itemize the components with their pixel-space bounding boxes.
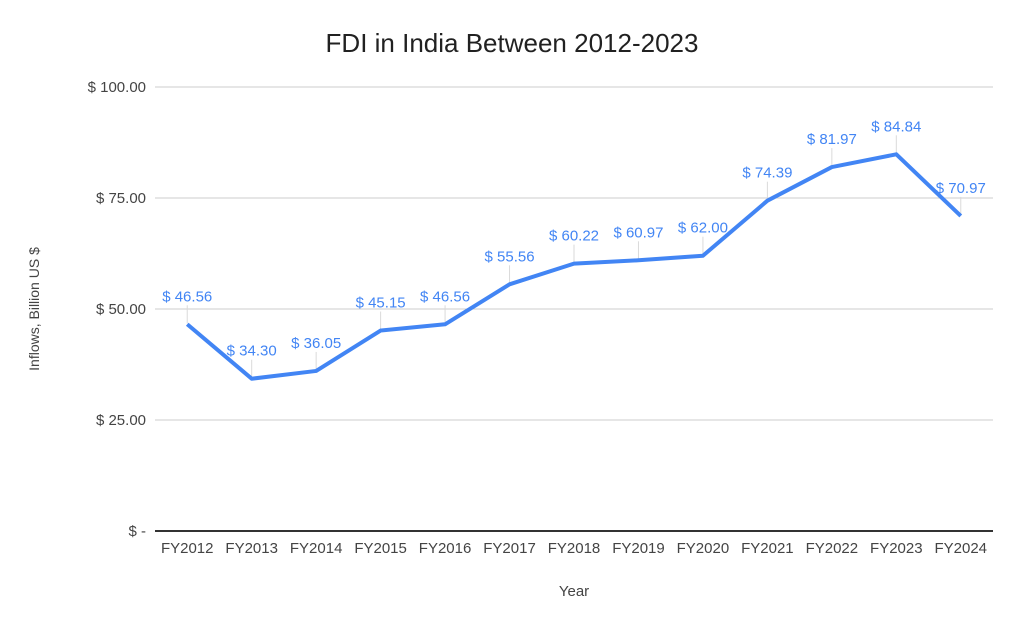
x-tick-label: FY2023 bbox=[870, 540, 923, 557]
fdi-line-series bbox=[185, 152, 963, 381]
data-point-label: $ 55.56 bbox=[485, 248, 535, 265]
data-point-label: $ 36.05 bbox=[291, 335, 341, 352]
data-point-label: $ 34.30 bbox=[227, 343, 277, 360]
x-tick-label: FY2015 bbox=[354, 540, 407, 557]
data-point-label: $ 84.84 bbox=[871, 118, 921, 135]
y-tick-label: $ 100.00 bbox=[88, 79, 146, 96]
y-tick-label: $ 25.00 bbox=[96, 412, 146, 429]
data-point-label: $ 60.97 bbox=[613, 224, 663, 241]
x-tick-label: FY2022 bbox=[806, 540, 859, 557]
x-tick-label: FY2017 bbox=[483, 540, 536, 557]
data-point-label: $ 45.15 bbox=[356, 295, 406, 312]
data-point-label: $ 46.56 bbox=[162, 288, 212, 305]
data-point-label: $ 74.39 bbox=[742, 165, 792, 182]
x-tick-label: FY2013 bbox=[225, 540, 278, 557]
y-tick-label: $ - bbox=[128, 523, 146, 540]
x-tick-label: FY2012 bbox=[161, 540, 214, 557]
x-tick-label: FY2024 bbox=[934, 540, 987, 557]
data-point-label: $ 81.97 bbox=[807, 131, 857, 148]
x-tick-label: FY2019 bbox=[612, 540, 665, 557]
y-tick-label: $ 50.00 bbox=[96, 301, 146, 318]
data-point-label: $ 70.97 bbox=[936, 180, 986, 197]
x-axis-title: Year bbox=[558, 583, 590, 600]
x-tick-label: FY2016 bbox=[419, 540, 472, 557]
x-tick-label: FY2014 bbox=[290, 540, 343, 557]
data-point-label: $ 62.00 bbox=[678, 220, 728, 237]
chart-title: FDI in India Between 2012-2023 bbox=[325, 28, 699, 58]
y-tick-label: $ 75.00 bbox=[96, 190, 146, 207]
x-tick-label: FY2021 bbox=[741, 540, 794, 557]
x-tick-label: FY2018 bbox=[548, 540, 601, 557]
data-point-label: $ 60.22 bbox=[549, 228, 599, 245]
data-point-label: $ 46.56 bbox=[420, 288, 470, 305]
x-tick-label: FY2020 bbox=[677, 540, 730, 557]
